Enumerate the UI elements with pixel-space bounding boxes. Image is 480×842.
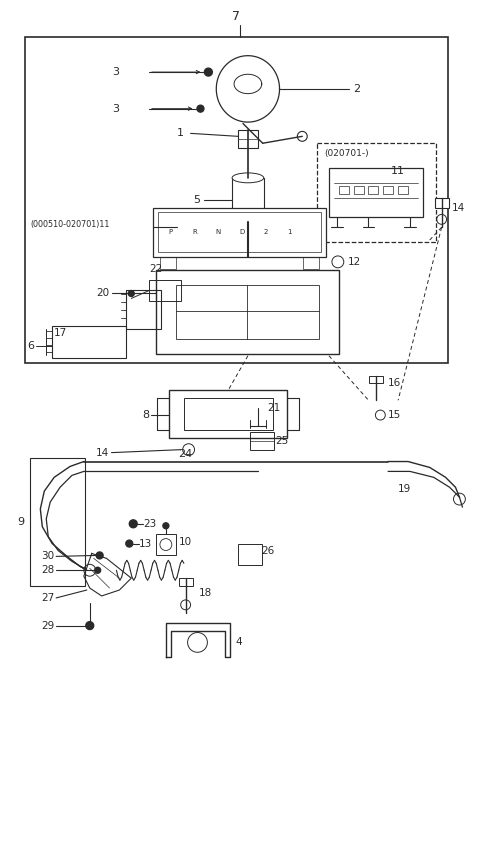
Text: 16: 16 [388, 378, 401, 388]
Text: D: D [240, 229, 245, 235]
Text: 27: 27 [41, 593, 54, 603]
Bar [126, 290, 161, 329]
Text: 14: 14 [96, 448, 109, 458]
Bar [250, 432, 274, 450]
Bar [384, 186, 393, 194]
Text: 1: 1 [287, 229, 292, 235]
Bar [369, 186, 378, 194]
Bar [398, 186, 408, 194]
Bar [238, 544, 262, 565]
Text: N: N [216, 229, 221, 235]
Ellipse shape [232, 173, 264, 183]
Bar [160, 257, 176, 269]
Text: (020701-): (020701-) [324, 149, 369, 157]
Text: 2: 2 [264, 229, 268, 235]
Circle shape [126, 540, 133, 547]
Bar [24, 36, 447, 363]
Bar [52, 326, 126, 358]
Text: 20: 20 [96, 289, 109, 299]
Bar [153, 207, 326, 257]
Text: 9: 9 [17, 517, 24, 527]
Circle shape [128, 290, 134, 296]
Text: 13: 13 [139, 539, 153, 549]
Circle shape [86, 621, 94, 630]
Bar [232, 178, 264, 222]
Bar [435, 198, 448, 207]
Text: 18: 18 [199, 588, 212, 598]
Bar [370, 376, 384, 383]
Text: 24: 24 [179, 449, 193, 459]
Bar [354, 186, 363, 194]
Text: 29: 29 [41, 621, 54, 631]
Circle shape [204, 68, 212, 76]
Text: 30: 30 [41, 552, 54, 562]
Bar [158, 212, 321, 252]
Bar [156, 534, 176, 556]
Text: 10: 10 [179, 536, 192, 546]
Text: R: R [192, 229, 197, 235]
Bar [339, 186, 349, 194]
Bar [149, 280, 180, 301]
Text: 19: 19 [398, 484, 411, 494]
Text: 4: 4 [235, 637, 242, 647]
Text: 12: 12 [348, 257, 361, 267]
Text: 15: 15 [388, 410, 401, 420]
Text: 25: 25 [276, 436, 289, 445]
Text: 1: 1 [177, 128, 184, 138]
Text: 2: 2 [353, 84, 360, 94]
Bar [30, 457, 85, 586]
Bar [179, 578, 192, 586]
Text: (000510-020701)11: (000510-020701)11 [30, 220, 110, 229]
Text: 22: 22 [149, 264, 162, 274]
Text: 7: 7 [232, 10, 240, 24]
Text: P: P [169, 229, 173, 235]
Text: 6: 6 [27, 341, 34, 351]
Text: 5: 5 [193, 195, 201, 205]
Text: 3: 3 [112, 67, 120, 77]
Bar [329, 168, 423, 217]
Bar [169, 391, 288, 438]
Bar [176, 285, 319, 339]
Text: 17: 17 [54, 328, 67, 338]
Text: 26: 26 [262, 546, 275, 557]
Bar [303, 257, 319, 269]
Circle shape [197, 105, 204, 112]
Text: 14: 14 [452, 202, 465, 212]
Text: 23: 23 [143, 519, 156, 529]
Circle shape [129, 520, 137, 528]
Text: 11: 11 [391, 166, 405, 176]
Bar [184, 398, 273, 430]
Bar [156, 269, 339, 354]
Text: 28: 28 [41, 565, 54, 575]
Text: 21: 21 [268, 403, 281, 413]
Bar [238, 131, 258, 148]
Bar [317, 143, 436, 242]
Circle shape [95, 568, 101, 573]
Circle shape [163, 523, 169, 529]
Text: 8: 8 [142, 410, 149, 420]
Circle shape [96, 552, 103, 559]
Text: 3: 3 [112, 104, 120, 114]
